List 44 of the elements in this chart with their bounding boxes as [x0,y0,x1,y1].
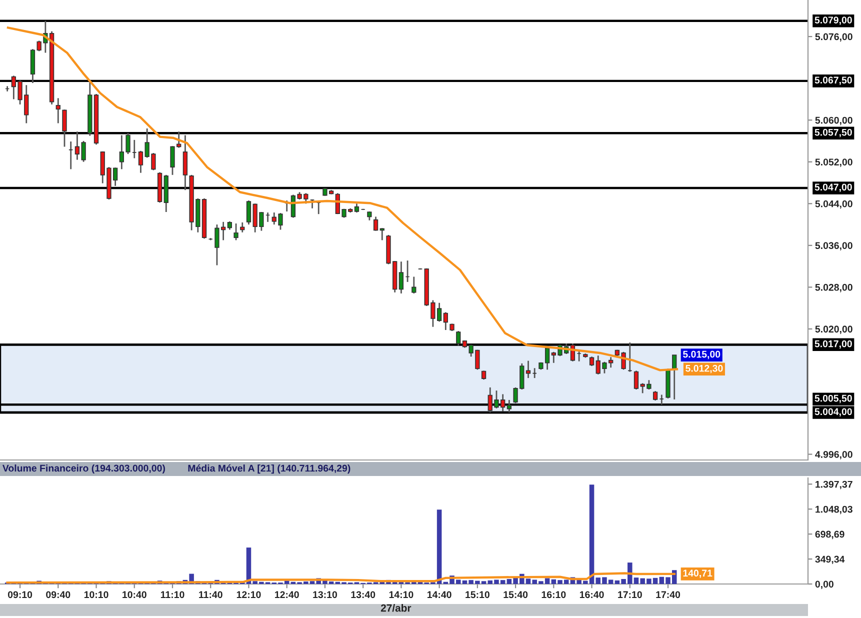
x-tick-label: 14:10 [389,591,414,598]
x-tick-label: 12:10 [236,591,261,598]
x-tick-label: 10:10 [84,591,108,598]
text: 27/abr [380,604,412,612]
y-tick-label: 5.028,00 [815,284,852,292]
x-tick-label: 17:40 [656,591,680,598]
x-tick-label: 14:40 [427,591,452,598]
chart-title: Volume Financeiro (194.303.000,00) [2,464,165,474]
x-tick-label: 13:10 [313,591,337,598]
ref-line-label: 5.057,50 [814,128,852,138]
x-tick-label: 09:40 [46,591,70,598]
x-tick-label: 09:10 [8,591,32,598]
y-tick-label: 5.076,00 [815,33,852,42]
ref-line-label: 5.004,00 [814,408,852,417]
y-tick-label: 698,69 [815,530,844,540]
x-tick-label: 13:40 [351,591,376,598]
y-tick-label: 5.036,00 [815,242,852,250]
data-label: 5.012,30 [686,364,723,374]
y-tick-label: 5.060,00 [815,116,852,126]
y-tick-label: 5.044,00 [815,200,852,209]
x-tick-label: 11:10 [160,591,184,598]
x-tick-label: 16:40 [580,591,604,598]
ref-line-label: 5.067,50 [814,76,852,85]
y-tick-label: 5.020,00 [815,326,852,334]
ref-line-label: 5.047,00 [814,184,852,192]
x-tick-label: 17:10 [618,591,642,598]
x-tick-label: 16:10 [542,591,566,598]
data-label: 140,71 [683,570,712,578]
x-tick-label: 15:10 [466,591,490,598]
chart-subtitle: Média Móvel A [21] (140.711.964,29) [188,464,350,474]
x-tick-label: 11:40 [199,591,222,598]
ref-line-label: 5.005,50 [814,394,852,404]
y-tick-label: 5.052,00 [815,158,852,167]
text: 5.015,00 [682,350,720,360]
y-tick-label: 4.996,00 [815,450,852,460]
x-tick-label: 10:40 [122,591,146,598]
y-tick-label: 0,00 [815,580,834,590]
y-tick-label: 1.397,37 [816,480,852,490]
ref-line-label: 5.079,00 [814,16,852,25]
ref-line-label: 5.017,00 [814,340,852,349]
x-tick-label: 12:40 [275,591,299,598]
x-tick-label: 15:40 [504,591,528,598]
y-tick-label: 349,34 [815,556,845,564]
y-tick-label: 1.048,03 [816,506,852,514]
